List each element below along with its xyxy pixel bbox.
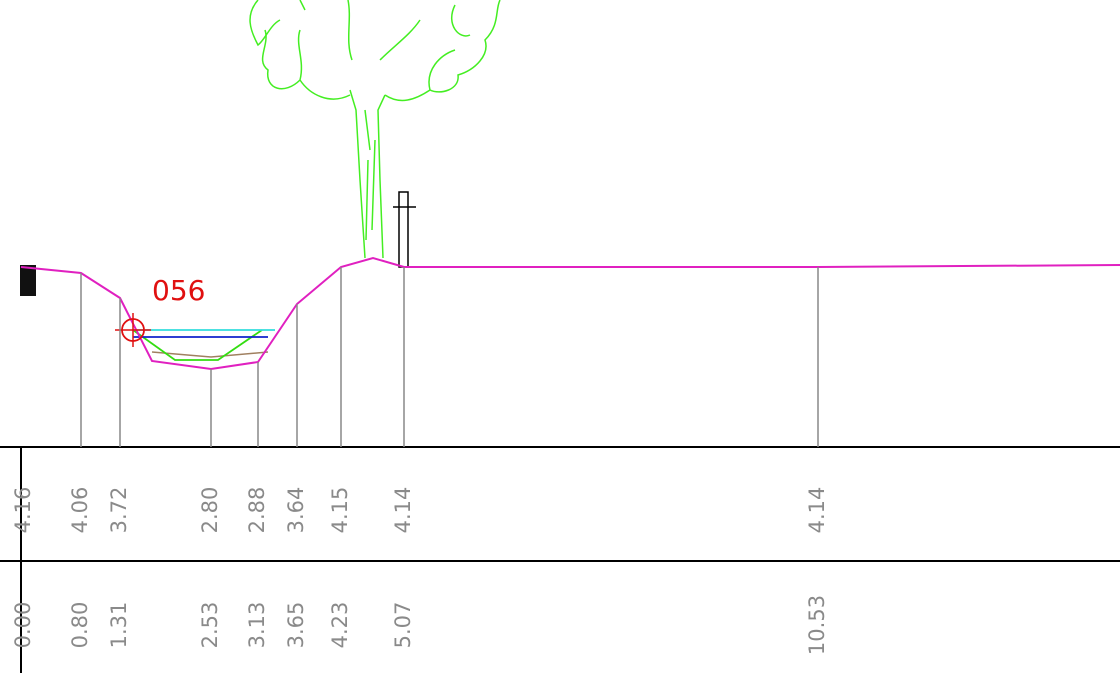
distance-label: 0.00 bbox=[11, 602, 35, 649]
elevation-label: 4.14 bbox=[805, 487, 829, 534]
distance-label: 1.31 bbox=[107, 602, 131, 649]
elevation-label: 3.72 bbox=[107, 487, 131, 534]
bed-line bbox=[151, 351, 269, 358]
marker-label: 056 bbox=[152, 274, 205, 307]
distance-label: 2.53 bbox=[198, 602, 222, 649]
survey-block bbox=[20, 265, 36, 296]
elevation-label: 2.80 bbox=[198, 487, 222, 534]
elevation-label: 2.88 bbox=[245, 487, 269, 534]
tree bbox=[249, 0, 501, 259]
ground-profile bbox=[20, 256, 1120, 371]
elevation-label: 3.64 bbox=[284, 487, 308, 534]
distance-label: 5.07 bbox=[391, 602, 415, 649]
distance-label: 4.23 bbox=[328, 602, 352, 649]
elevation-label: 4.14 bbox=[391, 487, 415, 534]
distance-label: 0.80 bbox=[68, 602, 92, 649]
elevation-label: 4.15 bbox=[328, 487, 352, 534]
distance-label: 3.65 bbox=[284, 602, 308, 649]
elevation-label: 4.06 bbox=[68, 487, 92, 534]
elevation-label: 4.16 bbox=[11, 487, 35, 534]
design-line bbox=[132, 329, 263, 361]
distance-label: 3.13 bbox=[245, 602, 269, 649]
distance-label: 10.53 bbox=[805, 595, 829, 655]
post bbox=[398, 191, 409, 268]
